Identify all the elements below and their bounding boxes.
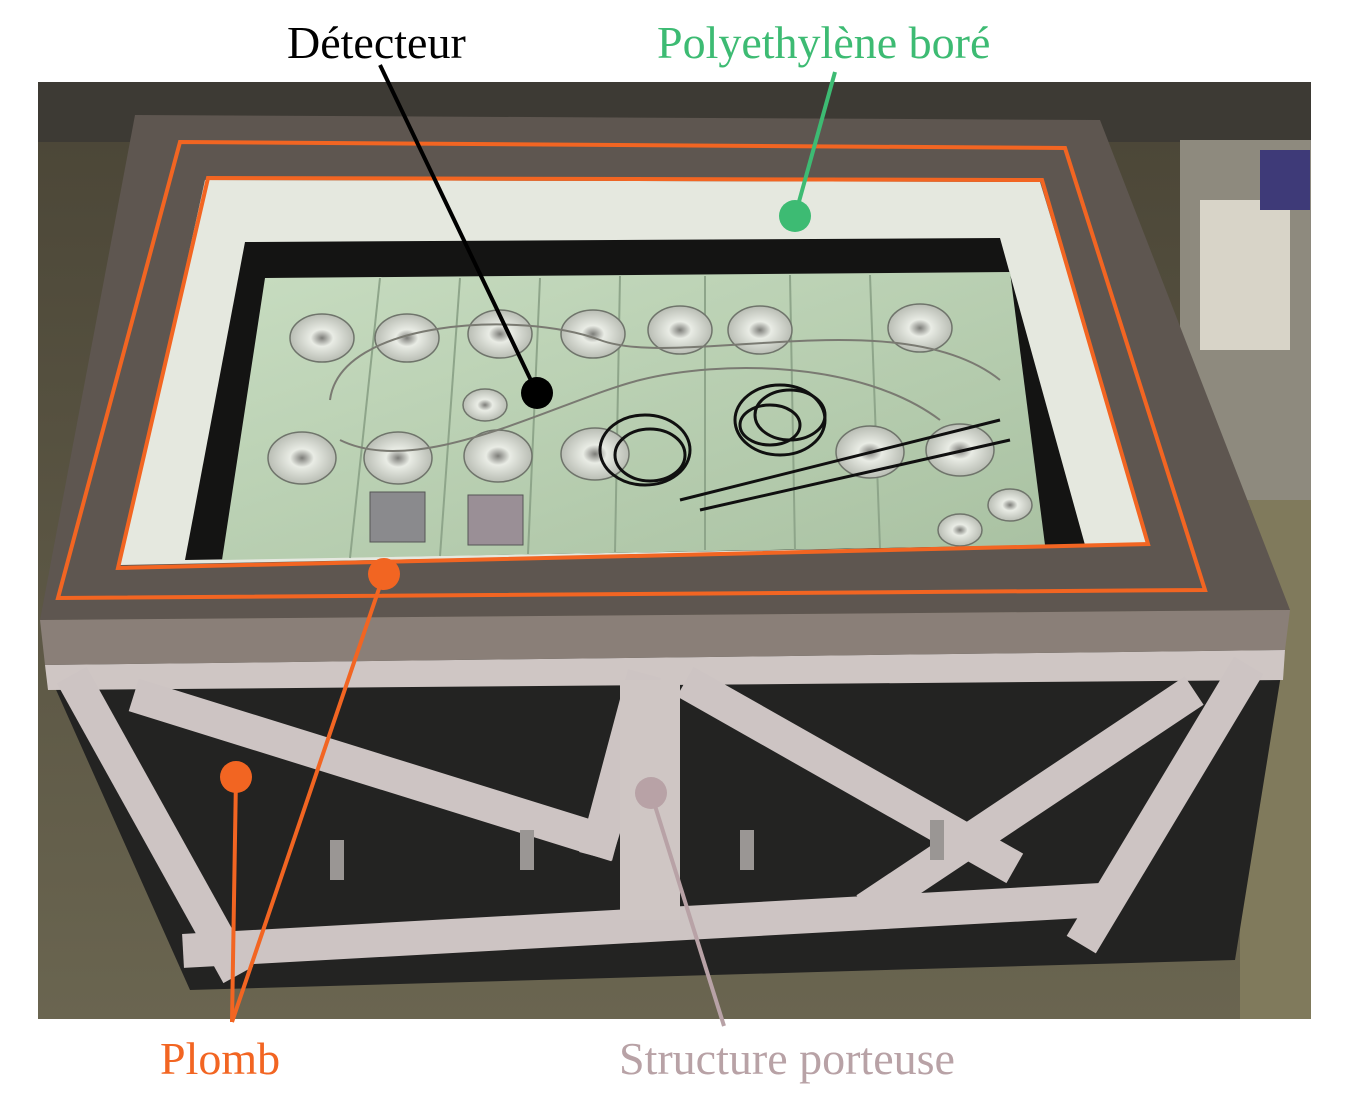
detector-plate	[222, 272, 1045, 560]
support-structure-callout	[635, 777, 726, 1027]
lead-label: Plomb	[160, 1033, 281, 1084]
detector-label: Détecteur	[287, 17, 466, 68]
support-structure-label: Structure porteuse	[619, 1033, 955, 1084]
polyethylene-callout	[779, 71, 837, 232]
lead-callout	[220, 558, 400, 1023]
lead-outlines	[55, 139, 1208, 601]
support-structure	[45, 650, 1285, 990]
borated-polyethylene-label: Polyethylène boré	[657, 17, 991, 68]
detector-callout	[378, 64, 553, 409]
